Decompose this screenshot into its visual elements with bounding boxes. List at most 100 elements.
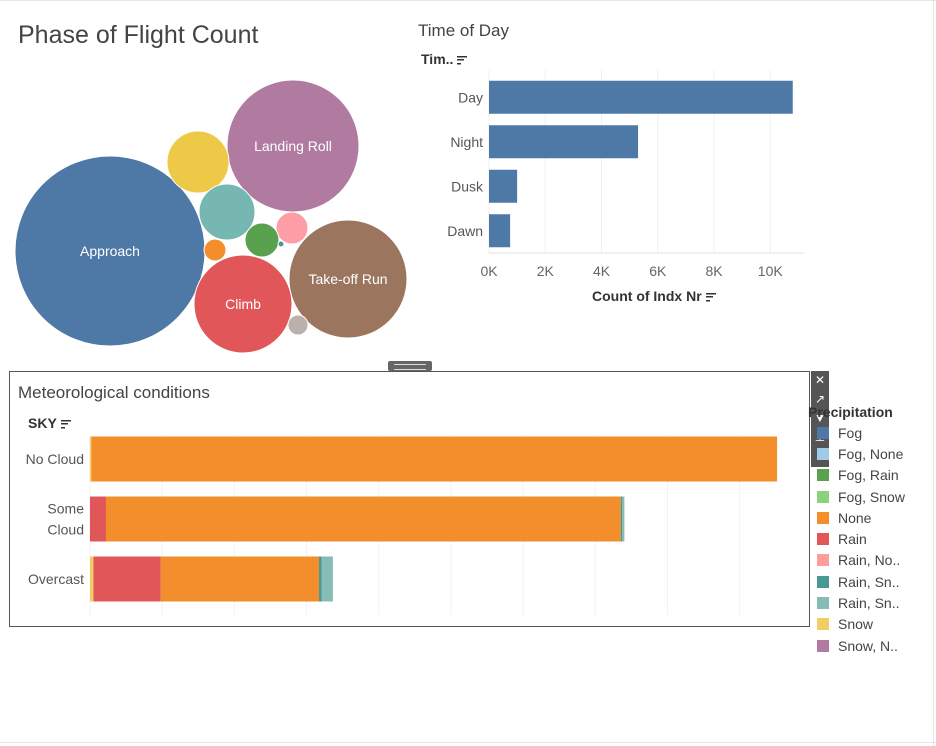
- legend-label: None: [838, 509, 872, 526]
- legend-label: Rain: [838, 531, 867, 548]
- bubble-label: Approach: [80, 243, 140, 259]
- category-label: Some: [47, 501, 84, 517]
- time-of-day-axis-title[interactable]: Count of Indx Nr: [592, 288, 716, 304]
- sky-dim-header[interactable]: SKY: [28, 415, 71, 431]
- legend-swatch: [817, 597, 829, 610]
- segment-no-cloud-snow[interactable]: [90, 436, 92, 482]
- bubble-take-off-run[interactable]: [288, 219, 408, 339]
- legend-swatch: [817, 490, 829, 503]
- bubble-unlabeled-10[interactable]: [277, 240, 285, 248]
- bubble-unlabeled-6[interactable]: [275, 211, 309, 245]
- filter-icon[interactable]: ▼: [814, 411, 826, 425]
- segment-some-cloud-rain[interactable]: [90, 496, 106, 542]
- segment-overcast-snow[interactable]: [90, 556, 94, 602]
- phase-of-flight-title: Phase of Flight Count: [18, 21, 259, 49]
- bubble-unlabeled-4[interactable]: [166, 130, 230, 194]
- legend-label: Fog: [838, 424, 863, 441]
- legend-swatch: [817, 639, 829, 652]
- sort-icon[interactable]: [457, 55, 468, 65]
- legend-title: Precipitation: [808, 404, 893, 420]
- segment-overcast-rain-sn-[interactable]: [319, 556, 322, 602]
- legend-item[interactable]: Fog, Rain: [817, 465, 936, 486]
- legend-item[interactable]: Snow: [817, 614, 936, 635]
- meteorological-title: Meteorological conditions: [18, 383, 210, 402]
- bar-day[interactable]: [489, 80, 793, 114]
- legend-label: Snow: [838, 616, 874, 633]
- category-label: Dawn: [447, 223, 483, 239]
- category-label: Day: [458, 89, 483, 105]
- resize-drag-handle[interactable]: [388, 361, 432, 371]
- meteorological-stacked-bar-chart[interactable]: No Cloud Some Cloud Overcast: [10, 372, 808, 625]
- time-of-day-dim-header[interactable]: Tim..: [421, 51, 468, 67]
- time-of-day-dim-header-text: Tim..: [421, 51, 454, 67]
- tick-label: 2K: [537, 263, 555, 279]
- time-of-day-axis-title-text: Count of Indx Nr: [592, 288, 702, 304]
- legend-item[interactable]: Rain, Sn..: [817, 592, 936, 613]
- legend-swatch: [817, 533, 829, 546]
- tick-label: 0K: [480, 263, 498, 279]
- legend-label: Rain, Sn..: [838, 595, 900, 612]
- sky-dim-header-text: SKY: [28, 415, 57, 431]
- bubble-label: Climb: [225, 296, 261, 312]
- popout-icon[interactable]: ↗: [814, 392, 826, 406]
- bar-dusk[interactable]: [489, 169, 518, 203]
- legend-swatch: [817, 511, 829, 524]
- time-of-day-title: Time of Day: [418, 21, 510, 40]
- bar-dawn[interactable]: [489, 214, 511, 248]
- segment-some-cloud-rain-sn-[interactable]: [622, 496, 625, 542]
- tick-label: 6K: [649, 263, 667, 279]
- segment-overcast-rain[interactable]: [93, 556, 161, 602]
- legend-swatch: [817, 554, 829, 567]
- category-label: No Cloud: [26, 451, 84, 467]
- bubble-climb[interactable]: [193, 254, 293, 354]
- bubble-label: Take-off Run: [308, 271, 387, 287]
- legend-swatch: [817, 426, 829, 439]
- bubble-unlabeled-7[interactable]: [244, 222, 280, 258]
- segment-overcast-none[interactable]: [160, 556, 320, 602]
- legend-label: Fog, None: [838, 445, 904, 462]
- bar-night[interactable]: [489, 125, 639, 159]
- legend-item[interactable]: Fog, None: [817, 443, 936, 464]
- tick-label: 8K: [705, 263, 723, 279]
- segment-some-cloud-rain-sn-[interactable]: [620, 496, 623, 542]
- bubble-unlabeled-8[interactable]: [203, 238, 227, 262]
- legend-item[interactable]: Snow, N..: [817, 635, 936, 656]
- segment-overcast-rain-sn-[interactable]: [321, 556, 333, 602]
- category-label: Dusk: [451, 178, 484, 194]
- bottom-frame-line: [0, 742, 936, 743]
- legend-label: Rain, Sn..: [838, 573, 900, 590]
- phase-of-flight-bubble-chart[interactable]: Approach Landing Roll Take-off Run Climb: [0, 60, 420, 360]
- time-of-day-bar-chart[interactable]: Day Night Dusk Dawn 0K 2K 4K 6K 8K 10K: [430, 70, 820, 285]
- category-label: Overcast: [28, 571, 84, 587]
- legend-item[interactable]: None: [817, 507, 936, 528]
- legend-item[interactable]: Fog: [817, 422, 936, 443]
- category-label: Cloud: [47, 522, 84, 538]
- legend-swatch: [817, 575, 829, 588]
- legend-items: Fog Fog, None Fog, Rain Fog, Snow None Rain Ra…: [817, 422, 936, 656]
- top-frame-line: [0, 0, 936, 1]
- legend-item[interactable]: Fog, Snow: [817, 486, 936, 507]
- bubble-unlabeled-9[interactable]: [287, 314, 309, 336]
- legend-label: Snow, N..: [838, 637, 898, 654]
- category-label: Night: [450, 134, 483, 150]
- legend-item[interactable]: Rain, Sn..: [817, 571, 936, 592]
- sort-icon[interactable]: [60, 419, 71, 429]
- legend-label: Fog, Rain: [838, 467, 899, 484]
- legend-label: Rain, No..: [838, 552, 901, 569]
- legend-swatch: [817, 618, 829, 631]
- sort-icon[interactable]: [705, 292, 716, 302]
- right-frame-line: [933, 0, 934, 746]
- tick-label: 10K: [758, 263, 784, 279]
- legend-swatch: [817, 469, 829, 482]
- close-icon[interactable]: ✕: [814, 373, 826, 387]
- tick-label: 4K: [593, 263, 611, 279]
- segment-some-cloud-none[interactable]: [105, 496, 621, 542]
- legend-item[interactable]: Rain: [817, 528, 936, 549]
- legend-label: Fog, Snow: [838, 488, 905, 505]
- bubble-unlabeled-5[interactable]: [198, 183, 256, 241]
- meteorological-conditions-panel[interactable]: Meteorological conditions SKY No Cloud So…: [9, 371, 810, 627]
- legend-item[interactable]: Rain, No..: [817, 550, 936, 571]
- legend-swatch: [817, 447, 829, 460]
- bubble-label: Landing Roll: [254, 138, 332, 154]
- segment-no-cloud-none[interactable]: [91, 436, 778, 482]
